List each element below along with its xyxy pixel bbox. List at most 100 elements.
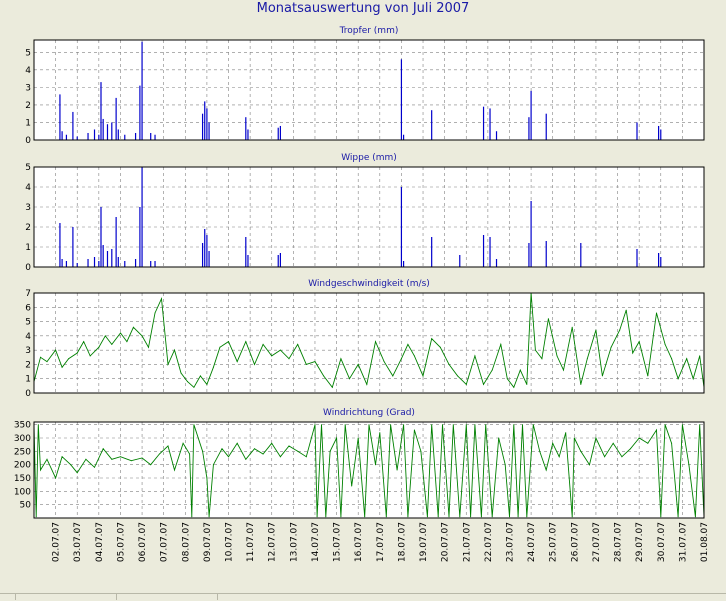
data-point xyxy=(632,352,634,354)
x-tick-label: 25.07.07 xyxy=(549,522,559,562)
plot-background xyxy=(34,167,704,267)
data-point xyxy=(132,326,134,328)
x-tick-label: 03.07.07 xyxy=(73,522,83,562)
data-point xyxy=(573,437,575,439)
data-point xyxy=(541,358,543,360)
data-point xyxy=(506,378,508,380)
data-point xyxy=(154,312,156,314)
data-point xyxy=(174,349,175,351)
x-tick-label: 04.07.07 xyxy=(95,522,105,562)
data-point xyxy=(141,457,143,459)
y-tick-label: 50 xyxy=(20,501,32,511)
data-point xyxy=(448,363,450,365)
x-tick-label: 10.07.07 xyxy=(225,522,235,562)
data-point xyxy=(245,341,247,343)
data-point xyxy=(228,341,229,343)
chart-main-title: Monatsauswertung von Juli 2007 xyxy=(256,1,470,16)
y-tick-label: 2 xyxy=(25,360,31,370)
data-point xyxy=(68,358,70,360)
data-point xyxy=(465,383,467,385)
status-bar-segment xyxy=(117,594,218,600)
data-point xyxy=(448,516,450,518)
y-tick-label: 100 xyxy=(14,487,31,497)
y-tick-label: 5 xyxy=(25,163,31,173)
data-point xyxy=(340,516,342,518)
x-tick-label: 17.07.07 xyxy=(376,522,386,562)
data-point xyxy=(660,516,662,518)
data-point xyxy=(219,346,221,348)
data-point xyxy=(519,369,521,371)
data-point xyxy=(595,437,597,439)
data-point xyxy=(532,424,534,426)
data-point xyxy=(621,456,623,458)
data-point xyxy=(647,375,649,377)
chart-panel-1: Tropfer (mm) 0 1 2 3 4 5 xyxy=(25,26,705,146)
data-point xyxy=(671,358,673,360)
data-point xyxy=(485,424,487,426)
data-point xyxy=(70,464,72,466)
data-point xyxy=(595,329,597,331)
y-tick-label: 300 xyxy=(14,434,31,444)
data-point xyxy=(483,383,484,385)
data-point xyxy=(407,516,409,518)
x-tick-label: 22.07.07 xyxy=(484,522,494,562)
data-point xyxy=(413,355,415,357)
y-tick-label: 1 xyxy=(25,375,31,385)
data-point xyxy=(558,456,560,458)
data-point xyxy=(148,346,149,348)
y-tick-label: 4 xyxy=(25,66,31,76)
x-tick-label: 16.07.07 xyxy=(354,522,364,562)
x-tick-label: 09.07.07 xyxy=(203,522,213,562)
data-point xyxy=(182,442,184,444)
data-point xyxy=(509,516,510,518)
y-tick-label: 0 xyxy=(25,263,31,273)
data-point xyxy=(76,352,78,354)
y-tick-label: 0 xyxy=(25,389,31,399)
data-point xyxy=(191,516,193,518)
chart-panel-2: Wippe (mm) 0 1 2 3 4 5 xyxy=(25,153,705,273)
data-point xyxy=(442,424,443,426)
data-point xyxy=(187,381,188,383)
y-tick-label: 4 xyxy=(25,332,31,342)
data-point xyxy=(141,335,143,337)
data-point xyxy=(545,469,547,471)
data-point xyxy=(193,424,195,426)
x-tick-label: 19.07.07 xyxy=(419,522,429,562)
data-point xyxy=(457,375,459,377)
data-point xyxy=(40,356,41,358)
data-point xyxy=(699,424,701,426)
data-point xyxy=(638,437,640,439)
data-point xyxy=(522,424,523,426)
data-point xyxy=(366,383,368,385)
data-point xyxy=(76,472,78,474)
data-point xyxy=(422,375,424,377)
data-point xyxy=(604,456,606,458)
x-tick-label: 07.07.07 xyxy=(160,522,170,562)
data-point xyxy=(331,386,333,388)
data-point xyxy=(400,358,402,360)
data-point xyxy=(692,378,694,380)
data-point xyxy=(552,442,554,444)
y-tick-label: 2 xyxy=(25,101,31,111)
plot-frame xyxy=(33,166,705,268)
y-tick-label: 2 xyxy=(25,223,31,233)
data-point xyxy=(534,349,536,351)
data-point xyxy=(314,361,316,363)
data-point xyxy=(55,349,57,351)
data-point xyxy=(336,437,338,439)
data-point xyxy=(271,442,273,444)
y-tick-label: 3 xyxy=(25,83,31,93)
x-tick-label: 26.07.07 xyxy=(570,522,580,562)
data-point xyxy=(610,346,612,348)
data-point xyxy=(504,464,506,466)
y-tick-label: 6 xyxy=(25,303,31,313)
panel-title: Tropfer (mm) xyxy=(339,26,399,36)
x-tick-label: 01.08.07 xyxy=(700,522,710,562)
x-tick-label: 02.07.07 xyxy=(52,522,62,562)
data-point xyxy=(571,516,573,518)
data-point xyxy=(61,366,63,368)
x-tick-label: 20.07.07 xyxy=(441,522,451,562)
data-point xyxy=(407,343,409,345)
data-point xyxy=(526,516,528,518)
